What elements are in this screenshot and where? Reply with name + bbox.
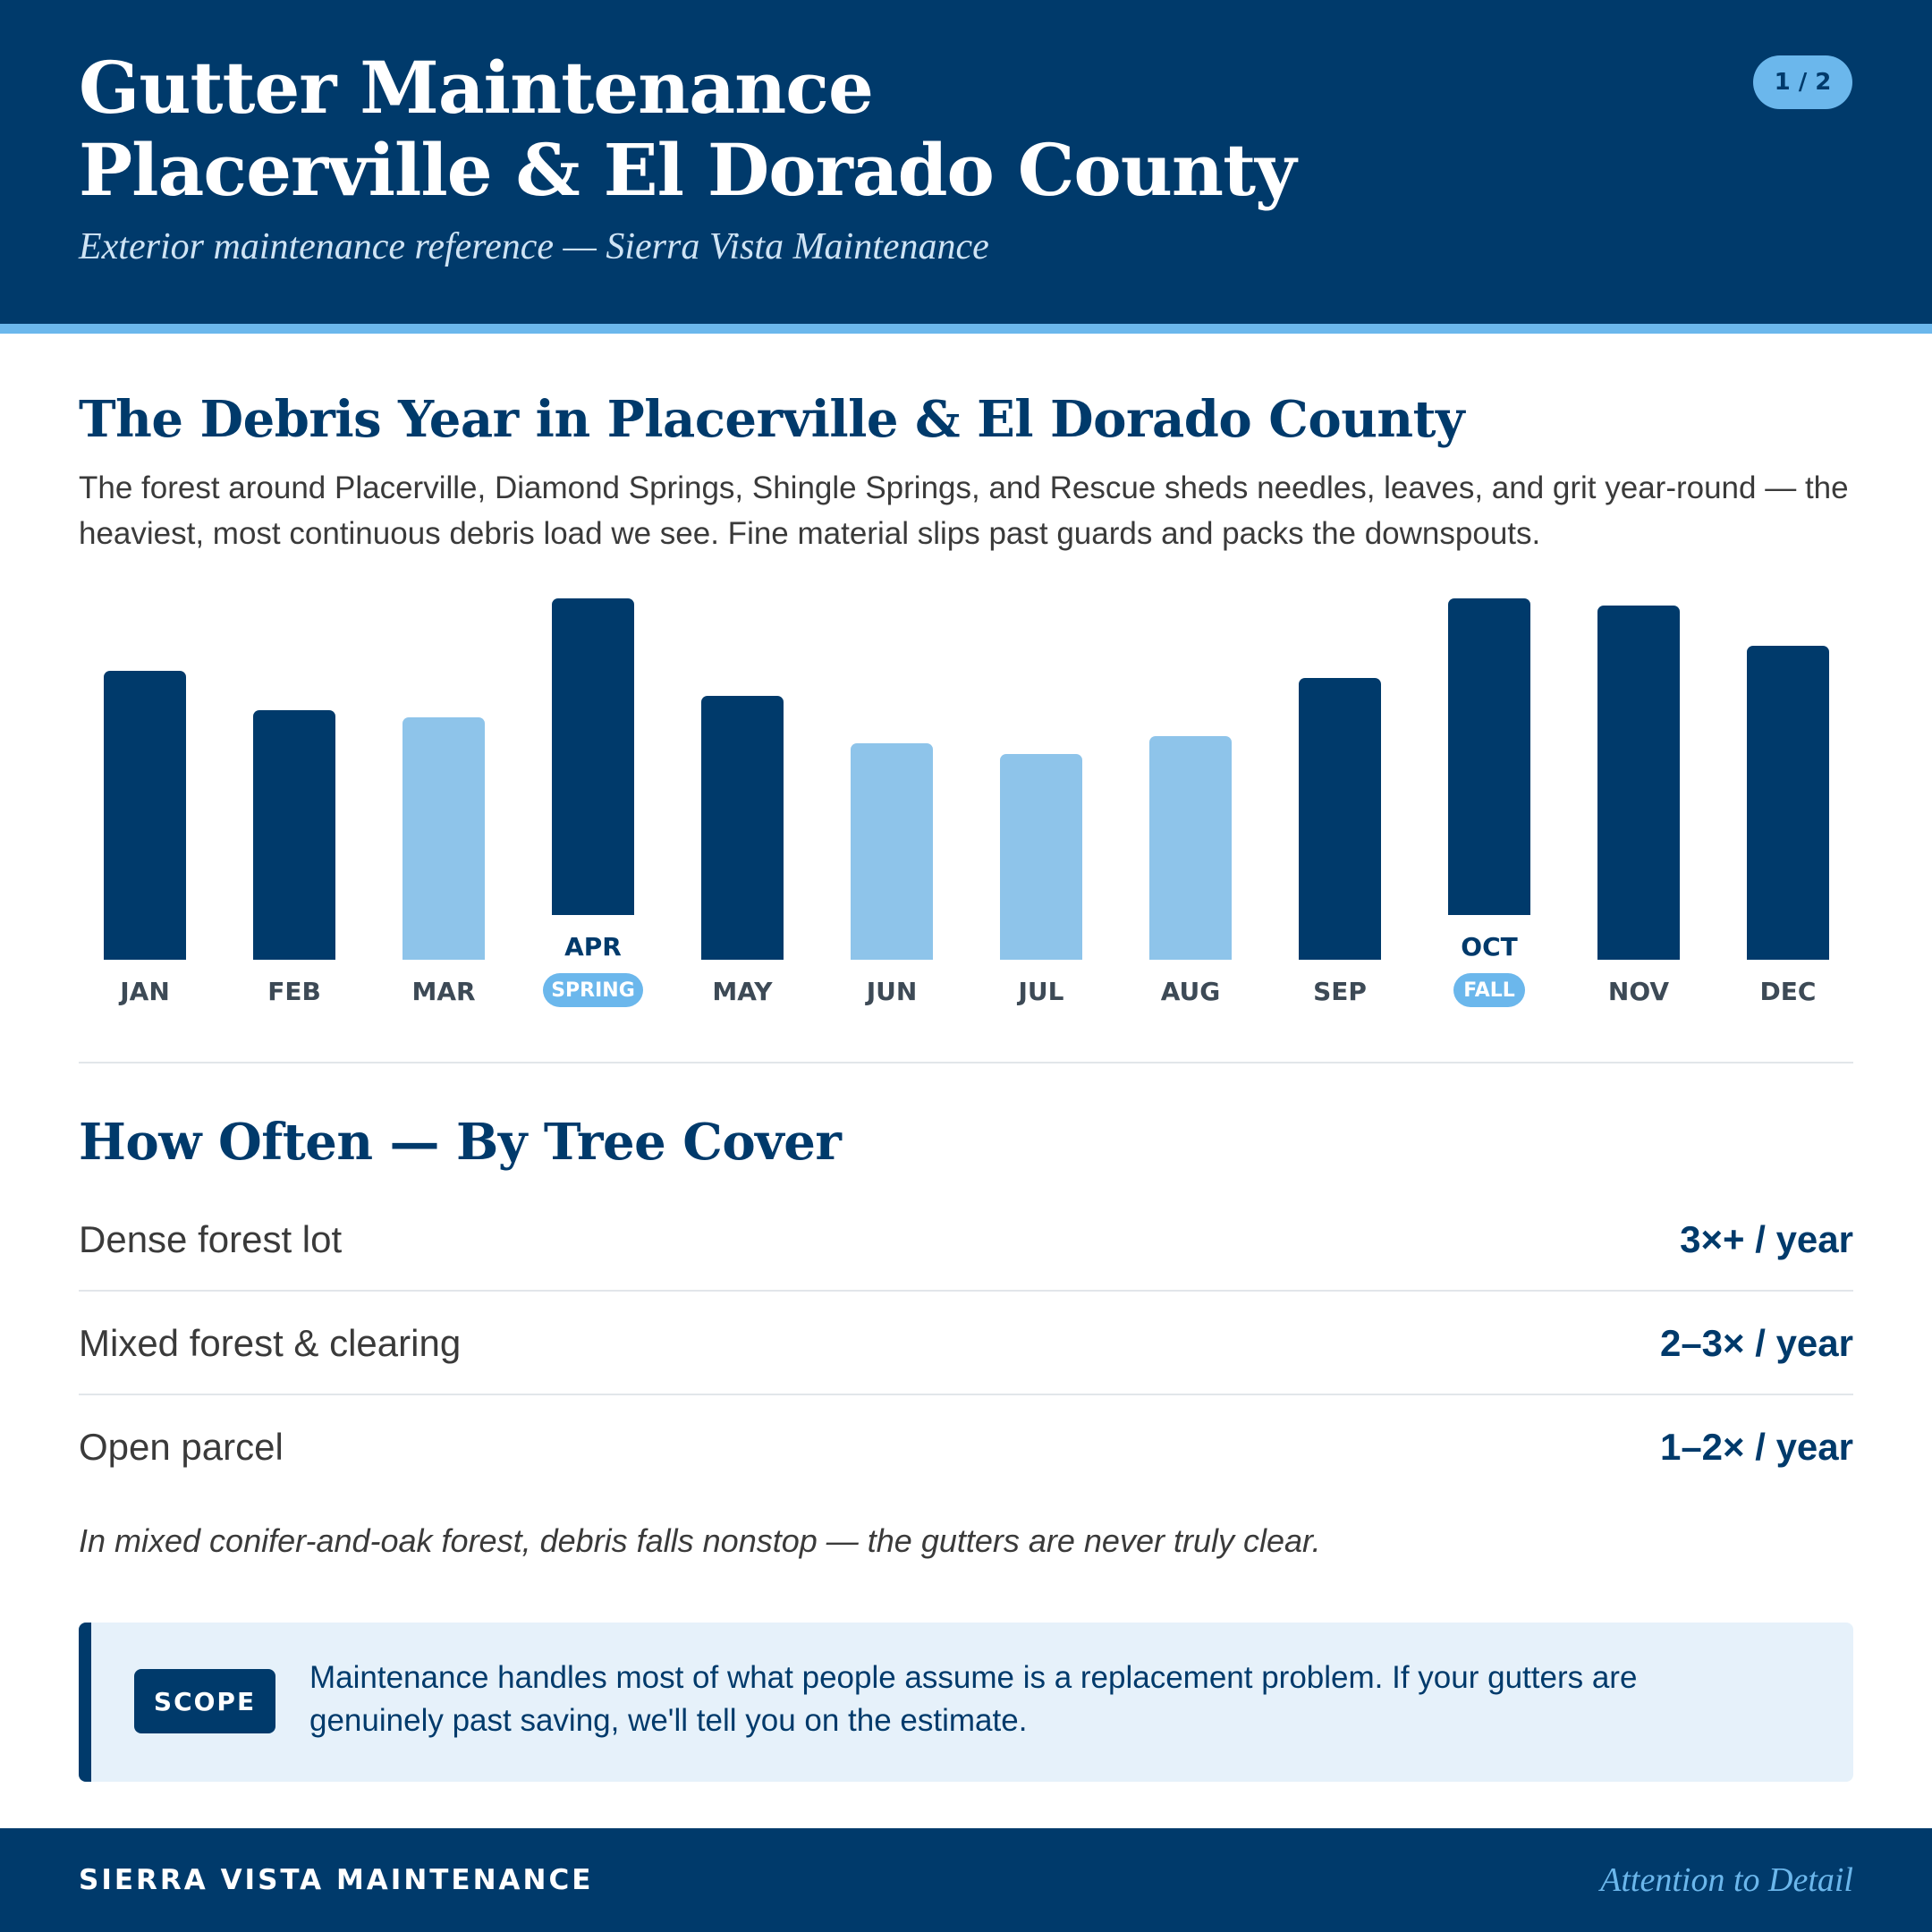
month-label-jun: JUN (866, 977, 918, 1006)
title-line-1: Gutter Maintenance (79, 46, 874, 130)
footer-brand: SIERRA VISTA MAINTENANCE (79, 1864, 594, 1896)
scope-tag: SCOPE (134, 1669, 275, 1733)
frequency-value: 2–3× / year (1659, 1322, 1853, 1364)
month-label-jul: JUL (1018, 977, 1064, 1006)
page-subtitle: Exterior maintenance reference — Sierra … (79, 226, 989, 267)
page-indicator-badge: 1 / 2 (1753, 55, 1852, 109)
row-divider (79, 1394, 1853, 1395)
month-label-aug: AUG (1160, 977, 1221, 1006)
frequency-label: Dense forest lot (79, 1218, 343, 1260)
scope-text: Maintenance handles most of what people … (309, 1660, 1638, 1738)
month-label-jan: JAN (120, 977, 170, 1006)
frequency-row-dense: Dense forest lot 3×+ / year (79, 1188, 1853, 1292)
header-accent-stripe (0, 324, 1932, 334)
debris-section-intro: The forest around Placerville, Diamond S… (79, 470, 1849, 551)
bar-may (701, 696, 784, 960)
bar-nov (1597, 606, 1680, 960)
bar-apr (552, 598, 634, 915)
month-label-oct: OCT (1461, 932, 1518, 962)
month-label-nov: NOV (1607, 977, 1670, 1006)
title-line-2: Placerville & El Dorado County (79, 128, 1297, 212)
bar-feb (253, 710, 335, 960)
bar-jan (104, 670, 186, 960)
debris-section-title: The Debris Year in Placerville & El Dora… (79, 390, 1465, 449)
scope-callout: SCOPE Maintenance handles most of what p… (79, 1623, 1853, 1782)
footer-bar: SIERRA VISTA MAINTENANCE Attention to De… (0, 1828, 1932, 1932)
frequency-row-open: Open parcel 1–2× / year (79, 1395, 1853, 1499)
month-label-sep: SEP (1313, 977, 1367, 1006)
month-label-feb: FEB (267, 977, 321, 1006)
bar-jul (1000, 753, 1082, 960)
frequency-label: Open parcel (79, 1426, 284, 1468)
debris-bar-chart: JAN FEB MAR APR SPRING MAY JUN JUL AUG SEP OCT FALL… (79, 581, 1853, 1029)
page-title: Gutter Maintenance Placerville & El Dora… (79, 46, 1297, 212)
season-pill-fall: FALL (1453, 973, 1525, 1007)
bar-jun (851, 742, 933, 960)
month-label-dec: DEC (1759, 977, 1817, 1006)
bar-oct (1448, 598, 1530, 915)
season-pill-spring: SPRING (543, 973, 643, 1007)
frequency-note: In mixed conifer-and-oak forest, debris … (79, 1522, 1321, 1559)
footer-tagline: Attention to Detail (1600, 1861, 1853, 1899)
section-divider (79, 1062, 1853, 1063)
scope-accent-bar (79, 1623, 91, 1782)
bar-sep (1299, 677, 1381, 960)
frequency-section-title: How Often — By Tree Cover (79, 1113, 842, 1172)
bar-aug (1149, 735, 1232, 960)
frequency-row-mixed: Mixed forest & clearing 2–3× / year (79, 1292, 1853, 1395)
bar-mar (402, 717, 485, 960)
row-divider (79, 1290, 1853, 1292)
frequency-label: Mixed forest & clearing (79, 1322, 462, 1364)
bar-dec (1747, 645, 1829, 960)
month-label-may: MAY (712, 977, 773, 1006)
month-label-mar: MAR (411, 977, 476, 1006)
frequency-value: 3×+ / year (1680, 1218, 1853, 1260)
frequency-value: 1–2× / year (1659, 1426, 1853, 1468)
month-label-apr: APR (564, 932, 622, 962)
header-banner: Gutter Maintenance Placerville & El Dora… (0, 0, 1932, 324)
